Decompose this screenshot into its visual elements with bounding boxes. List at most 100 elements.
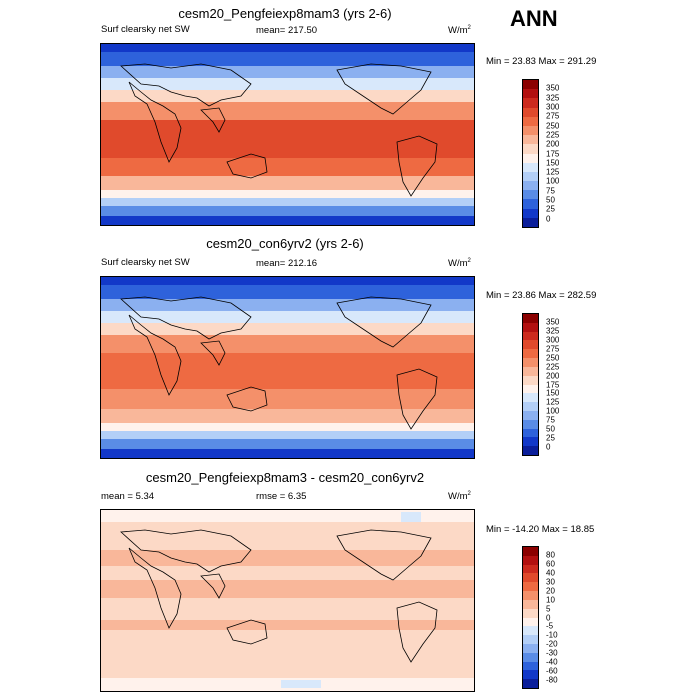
colorbar-tick-label: 10 — [546, 595, 555, 605]
panel-1-title: cesm20_Pengfeiexp8mam3 (yrs 2-6) — [178, 6, 392, 21]
colorbar-tick-label: 125 — [546, 397, 560, 407]
panel-3-colorbar — [522, 546, 539, 689]
colorbar-swatch — [523, 617, 538, 627]
panel-1-minmax: Min = 23.83 Max = 291.29 — [486, 56, 597, 67]
colorbar-swatch — [523, 670, 538, 680]
colorbar-tick-label: 225 — [546, 362, 560, 372]
colorbar-swatch — [523, 366, 538, 376]
colorbar-tick-label: 175 — [546, 380, 560, 389]
panel-2-colorbar — [522, 313, 539, 456]
panel-2-mean-label: mean= 212.16 — [256, 258, 318, 269]
panel-1-units: W/m2 — [448, 25, 471, 37]
panel-2-variable-label: Surf clearsky net SW — [101, 257, 190, 268]
colorbar-swatch — [523, 80, 538, 90]
colorbar-swatch — [523, 125, 538, 136]
colorbar-swatch — [523, 591, 538, 600]
colorbar-swatch — [523, 547, 538, 556]
panel-2-units: W/m2 — [448, 258, 471, 270]
colorbar-tick-label: 250 — [546, 121, 560, 131]
colorbar-swatch — [523, 116, 538, 126]
colorbar-swatch — [523, 199, 538, 209]
season-label: ANN — [510, 6, 558, 31]
colorbar-tick-label: 100 — [546, 406, 560, 416]
colorbar-tick-label: 350 — [546, 317, 560, 327]
colorbar-swatch — [523, 208, 538, 218]
colorbar-swatch — [523, 402, 538, 411]
colorbar-swatch — [523, 582, 538, 592]
colorbar-swatch — [523, 599, 538, 609]
colorbar-swatch — [523, 446, 538, 455]
colorbar-tick-label: 325 — [546, 93, 560, 103]
colorbar-swatch — [523, 384, 538, 394]
panel-3-units: W/m2 — [448, 491, 471, 503]
colorbar-tick-label: 150 — [546, 388, 560, 398]
colorbar-tick-label: -60 — [546, 666, 558, 676]
colorbar-tick-label: 225 — [546, 130, 560, 140]
colorbar-swatch — [523, 428, 538, 438]
colorbar-tick-label: 5 — [546, 604, 551, 614]
panel-3-minmax: Min = -14.20 Max = 18.85 — [486, 524, 595, 535]
colorbar-tick-label: 100 — [546, 176, 560, 186]
colorbar-swatch — [523, 626, 538, 636]
colorbar-tick-label: 300 — [546, 102, 560, 112]
colorbar-swatch — [523, 181, 538, 191]
colorbar-tick-label: 25 — [546, 433, 555, 443]
colorbar-swatch — [523, 679, 538, 688]
colorbar-tick-label: 0 — [546, 442, 551, 452]
panel-1-colorbar — [522, 79, 539, 228]
colorbar-tick-label: 200 — [546, 371, 560, 381]
colorbar-tick-label: 275 — [546, 344, 560, 354]
colorbar-tick-label: 75 — [546, 186, 555, 196]
colorbar-tick-label: 50 — [546, 195, 555, 205]
colorbar-swatch — [523, 419, 538, 429]
colorbar-tick-label: 300 — [546, 335, 560, 345]
colorbar-tick-label: -10 — [546, 630, 558, 640]
colorbar-swatch — [523, 135, 538, 145]
colorbar-swatch — [523, 555, 538, 565]
colorbar-tick-label: 40 — [546, 568, 555, 578]
colorbar-swatch — [523, 190, 538, 200]
colorbar-swatch — [523, 349, 538, 359]
panel-1-mean-label: mean= 217.50 — [256, 25, 318, 36]
colorbar-swatch — [523, 375, 538, 385]
colorbar-tick-label: 325 — [546, 326, 560, 336]
panel-3-title: cesm20_Pengfeiexp8mam3 - cesm20_con6yrv2 — [145, 470, 425, 485]
colorbar-tick-label: 80 — [546, 550, 555, 560]
panel-1-map — [100, 43, 475, 226]
colorbar-swatch — [523, 314, 538, 323]
colorbar-tick-label: 175 — [546, 149, 560, 158]
colorbar-tick-label: 30 — [546, 577, 555, 587]
colorbar-swatch — [523, 98, 538, 108]
colorbar-tick-label: 60 — [546, 559, 555, 569]
colorbar-swatch — [523, 107, 538, 117]
colorbar-swatch — [523, 171, 538, 182]
colorbar-swatch — [523, 322, 538, 332]
panel-3-map — [100, 509, 475, 692]
colorbar-swatch — [523, 89, 538, 99]
colorbar-tick-label: 350 — [546, 83, 560, 93]
colorbar-swatch — [523, 144, 538, 154]
colorbar-tick-label: 50 — [546, 424, 555, 434]
panel-2-map — [100, 276, 475, 459]
colorbar-swatch — [523, 358, 538, 367]
colorbar-tick-label: -5 — [546, 621, 554, 631]
colorbar-tick-label: 250 — [546, 353, 560, 363]
colorbar-tick-label: 20 — [546, 586, 555, 596]
colorbar-swatch — [523, 340, 538, 350]
colorbar-tick-label: 150 — [546, 158, 560, 168]
colorbar-tick-label: 200 — [546, 139, 560, 149]
colorbar-tick-label: 275 — [546, 111, 560, 121]
panel-1-variable-label: Surf clearsky net SW — [101, 24, 190, 35]
colorbar-swatch — [523, 661, 538, 671]
panel-3-rmse-label: rmse = 6.35 — [256, 491, 307, 502]
colorbar-tick-label: -80 — [546, 675, 558, 685]
colorbar-swatch — [523, 217, 538, 227]
colorbar-swatch — [523, 608, 538, 618]
colorbar-tick-label: -30 — [546, 648, 558, 658]
colorbar-swatch — [523, 437, 538, 447]
panel-3-mean-label: mean = 5.34 — [101, 491, 155, 502]
colorbar-swatch — [523, 564, 538, 574]
colorbar-swatch — [523, 643, 538, 653]
colorbar-swatch — [523, 652, 538, 662]
colorbar-swatch — [523, 153, 538, 163]
